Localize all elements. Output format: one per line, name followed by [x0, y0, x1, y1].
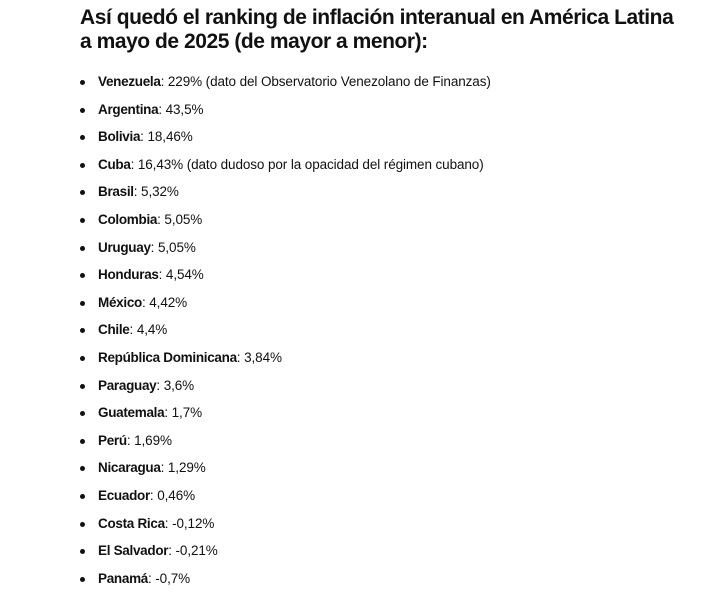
- list-item: República Dominicana: 3,84%: [80, 349, 684, 377]
- country-name: Panamá: [98, 571, 148, 586]
- inflation-value: : 5,05%: [157, 212, 202, 227]
- country-name: El Salvador: [98, 543, 168, 558]
- inflation-value: : 1,7%: [164, 405, 202, 420]
- inflation-value: : 3,84%: [237, 350, 282, 365]
- bullet-dot-icon: [80, 135, 85, 140]
- bullet-dot-icon: [80, 246, 85, 251]
- inflation-value: : -0,7%: [148, 571, 190, 586]
- headline: Así quedó el ranking de inflación intera…: [80, 6, 680, 54]
- country-name: Uruguay: [98, 240, 151, 255]
- list-item: Venezuela: 229% (dato del Observatorio V…: [80, 73, 684, 101]
- inflation-value: : 1,69%: [127, 433, 172, 448]
- inflation-value: : 0,46%: [150, 488, 195, 503]
- inflation-ranking-list: Venezuela: 229% (dato del Observatorio V…: [80, 73, 684, 597]
- list-item: Ecuador: 0,46%: [80, 487, 684, 515]
- bullet-dot-icon: [80, 384, 85, 389]
- list-item: Cuba: 16,43% (dato dudoso por la opacida…: [80, 156, 684, 184]
- list-item: Brasil: 5,32%: [80, 183, 684, 211]
- list-item: Bolivia: 18,46%: [80, 128, 684, 156]
- country-name: México: [98, 295, 142, 310]
- country-name: Guatemala: [98, 405, 164, 420]
- bullet-dot-icon: [80, 356, 85, 361]
- bullet-dot-icon: [80, 411, 85, 416]
- country-name: Venezuela: [98, 74, 161, 89]
- list-item: Chile: 4,4%: [80, 321, 684, 349]
- bullet-dot-icon: [80, 218, 85, 223]
- country-name: Paraguay: [98, 378, 156, 393]
- inflation-value: : -0,12%: [165, 516, 214, 531]
- list-item: Paraguay: 3,6%: [80, 377, 684, 405]
- inflation-value: : 4,42%: [142, 295, 187, 310]
- bullet-dot-icon: [80, 301, 85, 306]
- inflation-value: : 229% (dato del Observatorio Venezolano…: [161, 74, 491, 89]
- inflation-value: : 4,4%: [130, 322, 168, 337]
- list-item: Panamá: -0,7%: [80, 570, 684, 598]
- country-name: Costa Rica: [98, 516, 165, 531]
- country-name: Cuba: [98, 157, 131, 172]
- list-item: Colombia: 5,05%: [80, 211, 684, 239]
- bullet-dot-icon: [80, 328, 85, 333]
- country-name: Ecuador: [98, 488, 150, 503]
- inflation-value: : 5,05%: [151, 240, 196, 255]
- inflation-value: : 5,32%: [134, 184, 179, 199]
- country-name: Colombia: [98, 212, 157, 227]
- country-name: Brasil: [98, 184, 134, 199]
- inflation-value: : 4,54%: [159, 267, 204, 282]
- list-item: El Salvador: -0,21%: [80, 542, 684, 570]
- list-item: Nicaragua: 1,29%: [80, 459, 684, 487]
- country-name: Chile: [98, 322, 130, 337]
- bullet-dot-icon: [80, 522, 85, 527]
- bullet-dot-icon: [80, 549, 85, 554]
- bullet-dot-icon: [80, 190, 85, 195]
- bullet-dot-icon: [80, 80, 85, 85]
- bullet-dot-icon: [80, 439, 85, 444]
- inflation-value: : 3,6%: [156, 378, 194, 393]
- inflation-value: : 16,43% (dato dudoso por la opacidad de…: [131, 157, 484, 172]
- list-item: Uruguay: 5,05%: [80, 239, 684, 267]
- list-item: Costa Rica: -0,12%: [80, 515, 684, 543]
- bullet-dot-icon: [80, 273, 85, 278]
- country-name: República Dominicana: [98, 350, 237, 365]
- country-name: Perú: [98, 433, 127, 448]
- list-item: Guatemala: 1,7%: [80, 404, 684, 432]
- list-item: Honduras: 4,54%: [80, 266, 684, 294]
- list-item: Perú: 1,69%: [80, 432, 684, 460]
- bullet-dot-icon: [80, 577, 85, 582]
- country-name: Nicaragua: [98, 460, 161, 475]
- inflation-value: : 18,46%: [140, 129, 193, 144]
- country-name: Argentina: [98, 102, 158, 117]
- country-name: Honduras: [98, 267, 159, 282]
- bullet-dot-icon: [80, 108, 85, 113]
- inflation-value: : -0,21%: [168, 543, 217, 558]
- bullet-dot-icon: [80, 466, 85, 471]
- inflation-value: : 43,5%: [158, 102, 203, 117]
- bullet-dot-icon: [80, 494, 85, 499]
- bullet-dot-icon: [80, 163, 85, 168]
- list-item: México: 4,42%: [80, 294, 684, 322]
- list-item: Argentina: 43,5%: [80, 101, 684, 129]
- inflation-value: : 1,29%: [161, 460, 206, 475]
- country-name: Bolivia: [98, 129, 140, 144]
